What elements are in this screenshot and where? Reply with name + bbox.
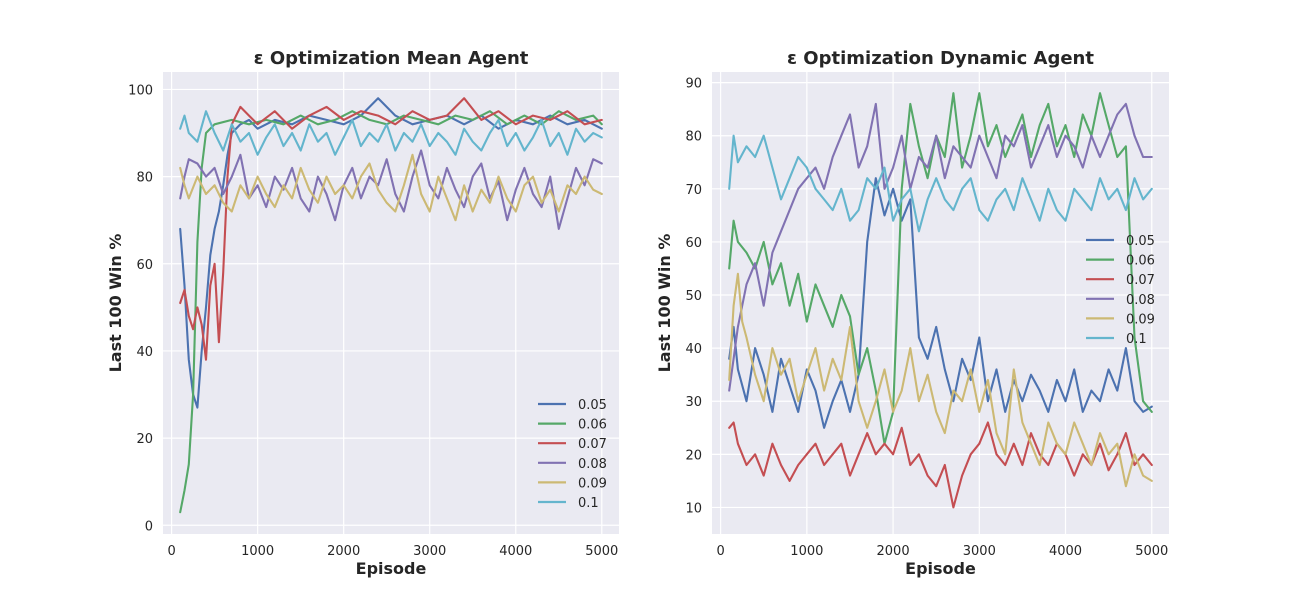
x-tick-label: 1000: [790, 544, 823, 559]
legend-label: 0.08: [578, 457, 607, 472]
series-line-0.07: [179, 97, 603, 361]
legend-label: 0.05: [1126, 234, 1155, 249]
x-tick-label: 4000: [1049, 544, 1082, 559]
x-tick-label: 2000: [327, 544, 360, 559]
x-tick-label: 3000: [963, 544, 996, 559]
y-axis-label: Last 100 Win %: [655, 234, 674, 373]
plot-area: [163, 72, 619, 534]
y-tick-label: 30: [685, 395, 702, 410]
y-tick-label: 50: [685, 289, 702, 304]
y-axis-label: Last 100 Win %: [106, 234, 125, 373]
x-axis-label: Episode: [356, 559, 427, 578]
x-tick-label: 4000: [499, 544, 532, 559]
x-tick-label: 2000: [877, 544, 910, 559]
legend-label: 0.07: [578, 437, 607, 452]
legend-label: 0.08: [1126, 293, 1155, 308]
series-line-0.08: [728, 102, 1153, 392]
chart-panel-1: 0 1000 2000 3000 4000 5000 0 20 40 60 80 100 ε Optim…: [106, 48, 619, 578]
y-tick-label: 20: [136, 432, 153, 447]
y-tick-label: 60: [685, 236, 702, 251]
chart-title: ε Optimization Dynamic Agent: [787, 48, 1094, 69]
x-tick-label: 1000: [241, 544, 274, 559]
y-tick-label: 100: [128, 83, 153, 98]
legend-label: 0.05: [578, 398, 607, 413]
legend-label: 0.06: [578, 418, 607, 433]
y-tick-label: 40: [136, 345, 153, 360]
y-tick-label: 20: [685, 448, 702, 463]
y-tick-label: 70: [685, 183, 702, 198]
legend-label: 0.06: [1126, 254, 1155, 269]
series-line-0.1: [728, 134, 1153, 233]
chart-panel-2: 0 1000 2000 3000 4000 5000 10 20 30 40 50 60 70 80 90 ε…: [655, 48, 1169, 578]
legend-label: 0.1: [578, 496, 599, 511]
x-tick-label: 5000: [1135, 544, 1168, 559]
series-line-0.05: [728, 177, 1153, 429]
legend-label: 0.09: [1126, 312, 1155, 327]
y-tick-label: 40: [685, 342, 702, 357]
series-line-0.09: [179, 153, 603, 222]
x-tick-label: 3000: [413, 544, 446, 559]
series-line-0.09: [728, 272, 1153, 488]
y-tick-label: 90: [685, 77, 702, 92]
y-tick-label: 80: [685, 130, 702, 145]
y-tick-label: 10: [685, 501, 702, 516]
series-line-0.1: [179, 110, 603, 156]
x-axis-label: Episode: [905, 559, 976, 578]
legend-label: 0.09: [578, 476, 607, 491]
series-line-0.08: [179, 149, 603, 230]
chart-title: ε Optimization Mean Agent: [254, 48, 529, 69]
x-tick-label: 5000: [585, 544, 618, 559]
x-tick-label: 0: [716, 544, 724, 559]
y-tick-label: 60: [136, 258, 153, 273]
x-tick-label: 0: [167, 544, 175, 559]
legend: 0.05 0.06 0.07 0.08 0.09 0.1: [538, 398, 607, 511]
y-tick-label: 0: [145, 519, 153, 534]
legend-label: 0.07: [1126, 273, 1155, 288]
series-line-0.07: [728, 421, 1153, 509]
series-line-0.06: [179, 110, 603, 514]
y-tick-label: 80: [136, 171, 153, 186]
legend-label: 0.1: [1126, 332, 1147, 347]
legend: 0.05 0.06 0.07 0.08 0.09 0.1: [1086, 234, 1155, 347]
